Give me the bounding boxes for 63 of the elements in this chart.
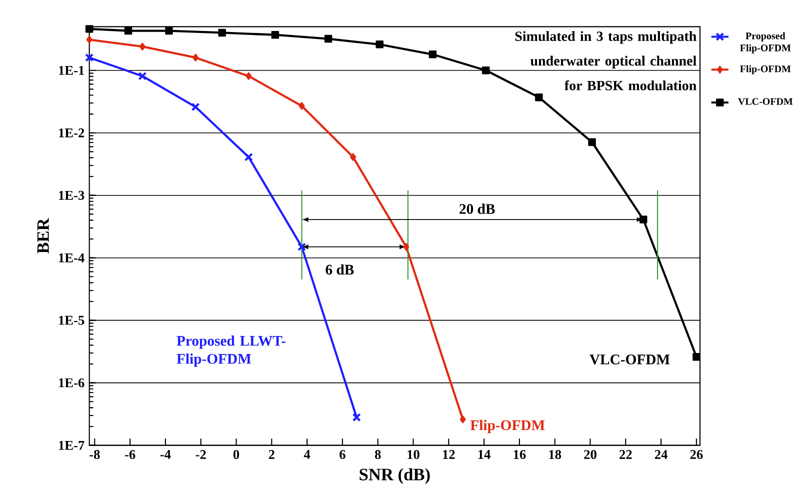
x-tick-label: 14 <box>478 450 490 459</box>
point <box>428 50 437 58</box>
x-tick-label: 22 <box>620 450 632 459</box>
annotation: Flip-OFDM <box>470 420 545 434</box>
x-tick-label: -2 <box>196 450 206 459</box>
point <box>139 42 146 50</box>
point <box>535 93 543 102</box>
point <box>324 34 332 43</box>
y-tick-label: 1E-5 <box>59 316 84 325</box>
point <box>350 153 356 161</box>
x-tick-label: 24 <box>654 450 668 459</box>
x-tick-label: 18 <box>549 450 562 460</box>
point <box>271 30 280 39</box>
point <box>588 138 596 146</box>
x-axis-title: SNR (dB) <box>360 468 430 484</box>
annotation: VLC-OFDM <box>590 354 670 364</box>
x-tick-label: 10 <box>408 450 420 460</box>
x-tick-label: -4 <box>160 450 171 459</box>
annotation: Simulated in 3 taps multipath underwater optical channel for BPSK modulation <box>515 31 696 90</box>
legend-label: Proposed Flip-OFDM <box>740 32 791 54</box>
point <box>297 242 306 252</box>
point <box>191 102 200 112</box>
point <box>639 216 648 224</box>
point <box>482 66 490 74</box>
point <box>124 26 132 35</box>
x-tick-label: 12 <box>443 450 455 459</box>
x-tick-label: 8 <box>374 450 381 460</box>
annotation: 20 dB <box>460 204 495 214</box>
point <box>376 40 384 48</box>
point <box>298 102 305 110</box>
point <box>192 54 199 62</box>
y-tick-label: 1E-3 <box>59 190 84 200</box>
point <box>246 72 252 80</box>
x-tick-label: 26 <box>690 450 703 459</box>
point <box>85 53 94 62</box>
x-tick-label: 4 <box>304 450 310 459</box>
annotation: 6 dB <box>326 264 354 275</box>
point <box>692 353 700 361</box>
x-tick-label: 2 <box>268 450 274 459</box>
y-tick-label: 1E-1 <box>59 66 84 75</box>
y-tick-label: 1E-7 <box>59 440 84 450</box>
y-tick-label: 1E-6 <box>59 378 84 388</box>
x-tick-label: 6 <box>340 450 346 459</box>
legend-label: Flip-OFDM <box>740 65 791 74</box>
point <box>244 152 253 162</box>
point <box>403 242 410 251</box>
x-tick-label: 16 <box>514 450 526 459</box>
x-tick-label: -8 <box>90 450 100 460</box>
x-tick-label: 0 <box>233 450 240 460</box>
legend-label: VLC-OFDM <box>738 98 793 105</box>
annotation: Proposed LLWT-Flip-OFDM <box>176 335 286 367</box>
point <box>86 36 92 44</box>
point <box>218 28 226 37</box>
point <box>352 413 361 422</box>
point <box>85 25 94 33</box>
point <box>165 26 173 35</box>
y-tick-label: 1E-4 <box>59 253 84 262</box>
y-axis-title: BER <box>37 218 49 254</box>
y-tick-label: 1E-2 <box>59 128 84 138</box>
x-tick-label: 20 <box>584 450 596 460</box>
x-tick-label: -6 <box>124 450 136 459</box>
point <box>138 72 147 80</box>
point <box>460 416 466 424</box>
